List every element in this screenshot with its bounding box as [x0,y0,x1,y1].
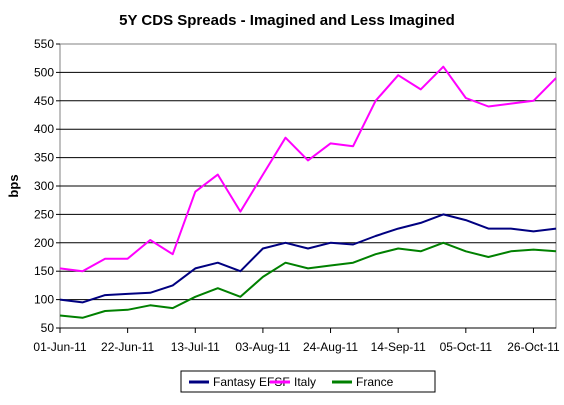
y-tick-label: 500 [34,65,54,79]
legend-label: France [356,375,394,389]
y-tick-label: 350 [34,151,54,165]
y-tick-label: 100 [34,293,54,307]
x-tick-label: 22-Jun-11 [101,340,154,354]
series-line-1 [59,65,557,273]
x-tick-label: 14-Sep-11 [371,340,426,354]
x-tick-label: 01-Jun-11 [33,340,86,354]
x-tick-label: 05-Oct-11 [440,340,493,354]
legend-box [180,370,436,393]
y-tick-label: 400 [34,122,54,136]
y-tick-label: 300 [34,179,54,193]
x-axis-ticks: 01-Jun-11 22-Jun-11 13-Jul-11 03-Aug-11 24-A… [33,327,560,354]
grid-layer [60,71,556,301]
y-axis-label: bps [6,174,21,197]
chart-title: 5Y CDS Spreads - Imagined and Less Imagi… [119,12,455,29]
legend: Fantasy EFSF Italy France [180,370,436,393]
y-axis-ticks: 50 100 150 200 250 300 350 400 450 500 550 [34,37,60,335]
y-tick-label: 450 [34,94,54,108]
x-tick-label: 03-Aug-11 [235,340,290,354]
series-layer [59,65,557,319]
y-tick-label: 250 [34,207,54,221]
y-tick-label: 550 [34,37,54,51]
x-tick-label: 13-Jul-11 [171,340,220,354]
series-line-0 [59,213,557,304]
legend-label: Fantasy EFSF [213,375,290,389]
y-tick-label: 200 [34,236,54,250]
x-tick-label: 24-Aug-11 [303,340,358,354]
y-tick-label: 50 [41,321,55,335]
y-tick-label: 150 [34,264,54,278]
x-tick-label: 26-Oct-11 [507,340,560,354]
legend-label: Italy [294,375,316,389]
series-line-2 [59,241,557,319]
